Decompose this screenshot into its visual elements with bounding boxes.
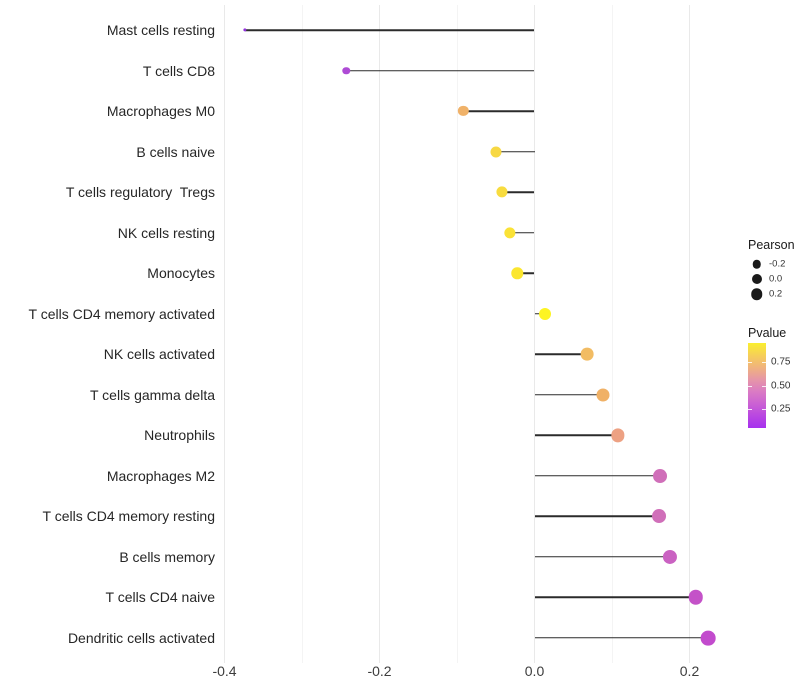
gridline-major xyxy=(224,5,225,663)
lollipop-point xyxy=(652,509,667,524)
lollipop-stem xyxy=(534,394,603,396)
pvalue-colorbar xyxy=(748,343,766,428)
lollipop-stem xyxy=(509,231,535,234)
lollipop-stem xyxy=(463,110,535,112)
x-tick-label: 0.2 xyxy=(679,663,700,679)
x-tick-label: 0.0 xyxy=(524,663,545,679)
gridline-minor xyxy=(611,5,613,663)
row-label: B cells memory xyxy=(119,548,215,565)
lollipop-point xyxy=(538,307,551,320)
row-label: Dendritic cells activated xyxy=(67,629,215,646)
lollipop-point xyxy=(653,468,668,483)
row-label: T cells CD4 memory activated xyxy=(28,305,215,322)
pvalue-tick-label: 0.50 xyxy=(771,380,791,392)
pvalue-colorbar-tick xyxy=(748,362,752,363)
lollipop-stem xyxy=(534,353,588,355)
pearson-size-dot xyxy=(752,259,761,269)
row-label: Macrophages M2 xyxy=(106,467,215,484)
row-label: NK cells activated xyxy=(103,346,215,363)
lollipop-stem xyxy=(346,69,535,72)
pearson-size-label: 0.0 xyxy=(769,273,783,285)
pvalue-colorbar-tick xyxy=(762,385,766,387)
lollipop-point xyxy=(504,227,516,239)
lollipop-stem xyxy=(534,434,619,437)
lollipop-point xyxy=(700,630,716,646)
lollipop-point xyxy=(243,28,247,32)
x-tick-label: -0.2 xyxy=(367,663,392,679)
lollipop-point xyxy=(663,549,678,564)
pvalue-tick-label: 0.25 xyxy=(771,403,791,415)
pvalue-tick-label: 0.75 xyxy=(771,356,791,368)
lollipop-stem xyxy=(501,191,535,193)
pearson-legend-title: Pearson xyxy=(748,238,795,252)
lollipop-point xyxy=(490,146,502,158)
row-label: NK cells resting xyxy=(117,224,215,241)
pearson-size-dot xyxy=(751,274,762,284)
row-label: T cells gamma delta xyxy=(89,386,215,403)
pvalue-legend-title: Pvalue xyxy=(748,326,787,340)
lollipop-point xyxy=(688,590,703,605)
lollipop-point xyxy=(496,186,508,198)
gridline-major xyxy=(534,5,535,663)
lollipop-point xyxy=(580,347,594,361)
row-label: B cells naive xyxy=(136,143,215,160)
lollipop-stem xyxy=(534,475,661,477)
row-label: T cells CD8 xyxy=(142,62,215,79)
row-label: T cells CD4 naive xyxy=(105,589,215,606)
lollipop-point xyxy=(458,105,469,117)
pearson-size-label: -0.2 xyxy=(769,258,786,270)
gridline-minor xyxy=(456,5,458,663)
lollipop-stem xyxy=(534,556,671,558)
gridline-major xyxy=(379,5,380,663)
gridline-major xyxy=(689,5,690,663)
lollipop-point xyxy=(511,267,524,279)
pearson-size-label: 0.2 xyxy=(769,288,783,300)
row-label: T cells regulatory Tregs xyxy=(65,184,215,201)
lollipop-stem xyxy=(534,515,660,518)
pvalue-colorbar-tick xyxy=(748,385,752,387)
pvalue-colorbar-tick xyxy=(762,362,766,363)
pearson-size-dot xyxy=(750,288,763,300)
lollipop-stem xyxy=(495,150,535,153)
pvalue-colorbar-tick xyxy=(762,409,766,410)
lollipop-point xyxy=(611,428,625,442)
lollipop-point xyxy=(342,66,350,75)
gridline-minor xyxy=(301,5,303,663)
row-label: Neutrophils xyxy=(144,427,215,444)
lollipop-stem xyxy=(534,637,709,639)
lollipop-stem xyxy=(534,596,696,599)
lollipop-point xyxy=(596,388,610,402)
row-label: Macrophages M0 xyxy=(106,103,215,120)
x-tick-label: -0.4 xyxy=(212,663,237,679)
lollipop-stem xyxy=(244,29,535,31)
pvalue-colorbar-tick xyxy=(748,409,752,410)
lollipop-stem xyxy=(517,272,535,274)
row-label: Mast cells resting xyxy=(106,22,215,38)
row-label: T cells CD4 memory resting xyxy=(42,508,215,525)
row-label: Monocytes xyxy=(147,265,215,282)
